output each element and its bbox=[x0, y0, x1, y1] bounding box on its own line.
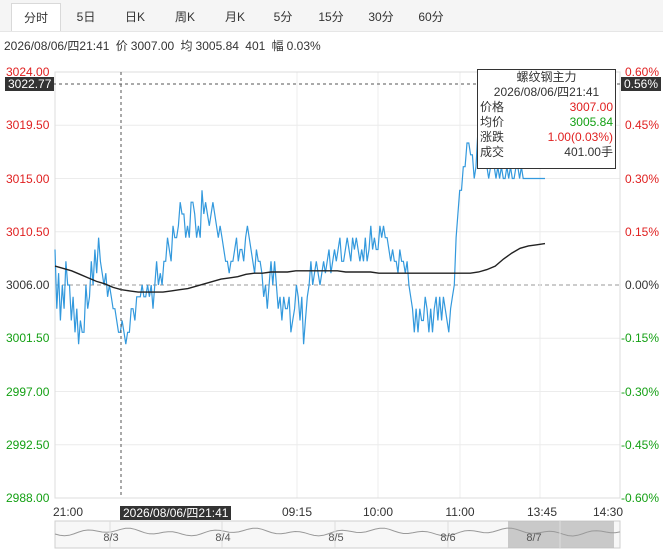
y-tick-right: 0.15% bbox=[624, 224, 659, 239]
y-tick-left: 3015.00 bbox=[6, 171, 50, 186]
tab-5day[interactable]: 5日 bbox=[76, 10, 96, 24]
range-navigator bbox=[54, 520, 621, 549]
plot-border bbox=[54, 71, 621, 499]
tooltip-avg-label: 均价 bbox=[480, 115, 505, 129]
navigator-date-label: 8/4 bbox=[215, 532, 231, 544]
tooltip-time: 2026/08/06/四21:41 bbox=[493, 85, 600, 99]
info-change: 0.03% bbox=[286, 39, 321, 53]
tab-intraday[interactable]: 分时 bbox=[11, 3, 61, 31]
x-tick: 14:30 bbox=[592, 505, 624, 519]
info-avg-label: 均 bbox=[180, 39, 193, 53]
period-tabs: 分时 5日 日K 周K 月K 5分 15分 30分 60分 bbox=[0, 0, 663, 32]
navigator-selection bbox=[508, 521, 614, 548]
y-tick-left: 2992.50 bbox=[6, 437, 50, 452]
y-tick-right: 0.60% bbox=[624, 65, 659, 79]
tab-5min[interactable]: 5分 bbox=[273, 10, 293, 24]
tooltip-change-label: 涨跌 bbox=[480, 130, 505, 144]
crosshair bbox=[5, 72, 658, 498]
x-tick: 21:00 bbox=[52, 505, 84, 519]
tab-weekly-k[interactable]: 周K bbox=[174, 10, 195, 24]
y-tick-right: 0.00% bbox=[624, 278, 659, 292]
price-line bbox=[54, 131, 545, 345]
tooltip-price-label: 价格 bbox=[480, 100, 505, 114]
quote-info-bar: 2026/08/06/四21:41 价 3007.00 均 3005.84 401 … bbox=[4, 37, 324, 55]
info-time: 2026/08/06/四21:41 bbox=[4, 39, 110, 53]
tooltip-volume-label: 成交 bbox=[480, 145, 505, 159]
navigator-date-label: 8/3 bbox=[103, 532, 119, 544]
tab-15min[interactable]: 15分 bbox=[318, 10, 344, 24]
crosshair-time-badge: 2026/08/06/四21:41 bbox=[120, 506, 232, 520]
y-tick-right: -0.60% bbox=[620, 491, 659, 505]
tooltip-row-price: 价格 3007.00 bbox=[478, 100, 615, 115]
y-tick-right: 0.45% bbox=[624, 118, 659, 133]
tooltip-price-value: 3007.00 bbox=[569, 100, 613, 114]
info-avg: 3005.84 bbox=[195, 39, 239, 53]
navigator-date-label: 8/6 bbox=[440, 532, 456, 544]
tooltip-avg-value: 3005.84 bbox=[569, 115, 613, 129]
info-price-label: 价 bbox=[115, 39, 128, 53]
tooltip-change-value: 1.00(0.03%) bbox=[547, 130, 613, 144]
tab-30min[interactable]: 30分 bbox=[368, 10, 394, 24]
tooltip-row-avg: 均价 3005.84 bbox=[478, 115, 615, 130]
y-tick-left: 3006.00 bbox=[6, 278, 50, 292]
avg-price-line bbox=[54, 242, 546, 293]
chart-series bbox=[54, 131, 546, 345]
tooltip-row-change: 涨跌 1.00(0.03%) bbox=[478, 130, 615, 145]
tab-60min[interactable]: 60分 bbox=[418, 10, 444, 24]
info-price: 3007.00 bbox=[130, 39, 175, 53]
crosshair-pct-badge: 0.56% bbox=[621, 77, 662, 91]
y-tick-left: 3001.50 bbox=[6, 331, 50, 346]
y-tick-left: 3024.00 bbox=[6, 65, 50, 79]
navigator-mini-line bbox=[54, 527, 621, 537]
y-tick-right: -0.30% bbox=[620, 384, 659, 399]
x-tick: 11:00 bbox=[445, 505, 475, 519]
y-tick-left: 3019.50 bbox=[6, 118, 50, 133]
x-tick: 13:45 bbox=[526, 505, 558, 519]
info-change-label: 幅 bbox=[271, 39, 284, 53]
navigator-date-label: 8/5 bbox=[328, 532, 344, 544]
info-volume: 401 bbox=[245, 39, 266, 53]
y-tick-right: 0.30% bbox=[624, 171, 659, 186]
x-tick: 10:00 bbox=[362, 505, 394, 519]
hover-tooltip: 螺纹钢主力 2026/08/06/四21:41 价格 3007.00 均价 30… bbox=[477, 69, 616, 169]
navigator-date-label: 8/7 bbox=[526, 532, 542, 544]
y-tick-left: 2988.00 bbox=[6, 491, 50, 505]
tooltip-row-volume: 成交 401.00手 bbox=[478, 145, 615, 160]
y-tick-left: 2997.00 bbox=[6, 384, 50, 399]
tab-daily-k[interactable]: 日K bbox=[124, 10, 145, 24]
y-tick-right: -0.45% bbox=[620, 437, 659, 452]
y-tick-left: 3010.50 bbox=[6, 224, 50, 239]
tooltip-volume-value: 401.00手 bbox=[564, 145, 613, 159]
x-tick: 09:15 bbox=[281, 505, 313, 519]
crosshair-price-badge: 3022.77 bbox=[5, 77, 55, 91]
y-tick-right: -0.15% bbox=[620, 331, 659, 346]
tab-monthly-k[interactable]: 月K bbox=[224, 10, 245, 24]
tooltip-title: 螺纹钢主力 bbox=[516, 70, 577, 84]
